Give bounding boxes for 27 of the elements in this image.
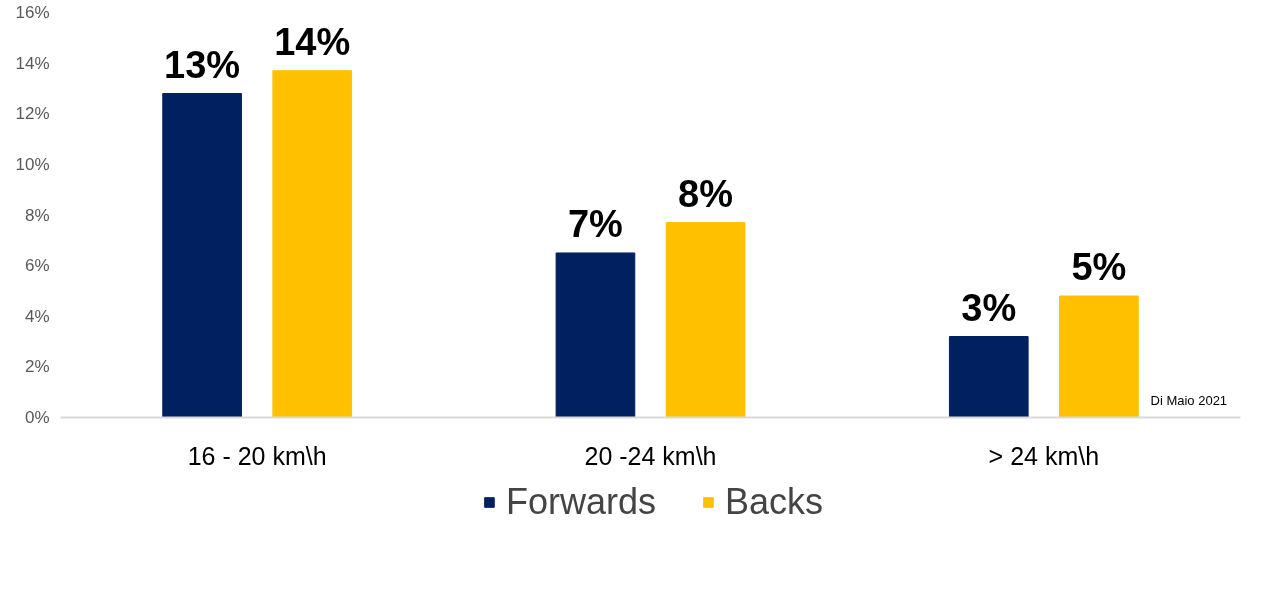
bar (272, 70, 353, 418)
y-tick-label: 0% (24, 408, 50, 427)
annotation: Di Maio 2021 (1150, 392, 1228, 408)
bar (1059, 295, 1139, 418)
data-label: 14% (274, 20, 351, 63)
bar (555, 252, 636, 418)
y-tick-label: 16% (15, 3, 50, 22)
y-tick-label: 14% (15, 53, 50, 73)
bar (162, 93, 242, 418)
x-tick-label: 16 - 20 km\h (187, 441, 327, 470)
x-tick-label: > 24 km\h (988, 441, 1100, 470)
x-tick-label: 20 -24 km\h (584, 441, 717, 470)
legend-label: Forwards (505, 481, 656, 523)
y-tick-label: 2% (24, 357, 50, 377)
y-tick-label: 8% (24, 205, 50, 225)
bar (948, 336, 1029, 418)
bar (665, 222, 746, 418)
y-tick-label: 4% (24, 306, 50, 326)
data-label: 8% (678, 172, 734, 215)
y-tick-label: 10% (15, 154, 50, 174)
legend-label: Backs (724, 481, 824, 523)
data-label: 5% (1071, 246, 1127, 288)
y-tick-label: 12% (15, 104, 50, 124)
data-label: 3% (961, 286, 1017, 329)
data-label: 13% (164, 43, 241, 86)
data-label: 7% (567, 202, 623, 245)
y-tick-label: 6% (24, 256, 50, 276)
